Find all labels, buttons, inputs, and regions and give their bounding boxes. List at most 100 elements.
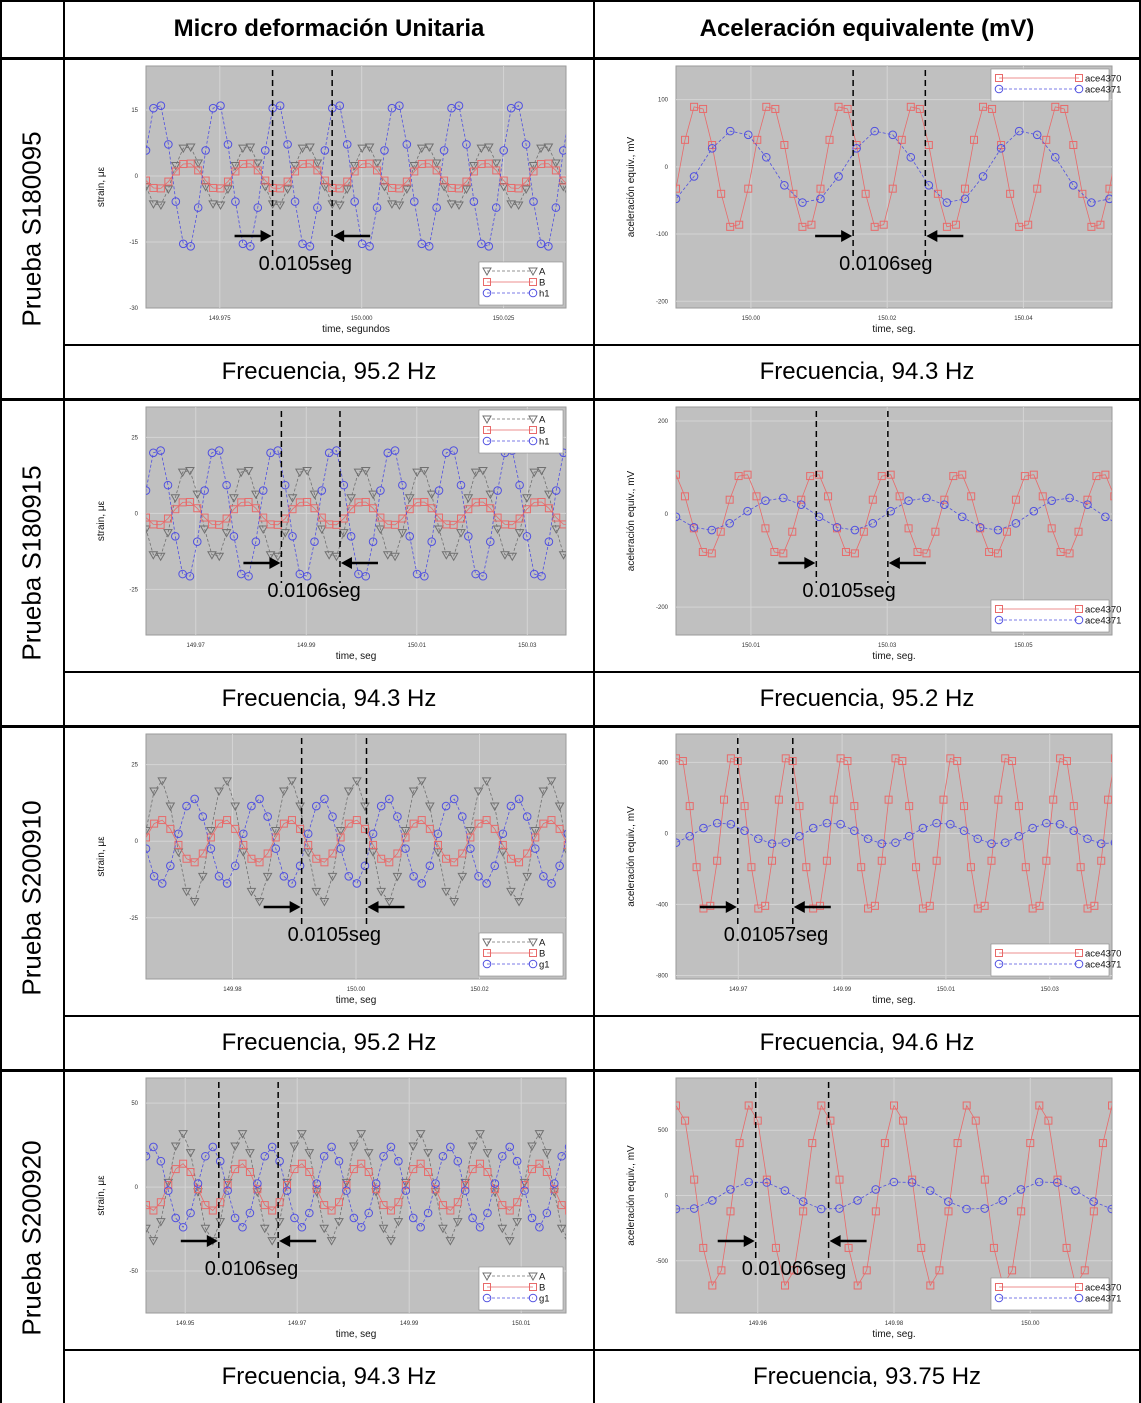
data-point-ace4370: [781, 1281, 789, 1290]
data-point-ace4371: [889, 1177, 899, 1187]
data-point-ace4370: [915, 104, 924, 113]
data-point-B: [376, 513, 385, 522]
data-point-g1: [535, 1222, 544, 1232]
data-point-g1: [468, 1213, 477, 1223]
data-point-A: [254, 898, 265, 907]
data-point-ace4371: [654, 199, 662, 207]
y-tick-label: 0: [665, 1194, 669, 1200]
data-point-g1: [352, 879, 362, 888]
data-point-A: [397, 529, 408, 538]
data-point-ace4371: [996, 144, 1006, 153]
data-point-B: [276, 184, 285, 193]
legend-marker-ace4371: [1074, 84, 1084, 94]
data-point-g1: [163, 1186, 173, 1195]
data-point-ace4370: [816, 184, 825, 193]
data-point-g1: [312, 801, 321, 811]
data-point-B: [369, 840, 378, 849]
data-point-B: [245, 1168, 254, 1177]
data-point-A: [348, 1142, 359, 1151]
data-point-ace4371: [835, 1204, 844, 1213]
data-point-g1: [506, 801, 516, 811]
data-point-A: [460, 1178, 471, 1188]
data-point-B: [458, 849, 467, 858]
data-point-ace4371: [743, 506, 752, 516]
data-point-B: [352, 816, 361, 825]
freq-right-4: Frecuencia, 93.75 Hz: [752, 1363, 982, 1390]
legend-label-h1: h1: [539, 437, 550, 448]
data-point-A: [287, 494, 298, 503]
arrow-right-head: [269, 557, 281, 569]
data-point-ace4370: [949, 472, 958, 481]
data-point-ace4371: [1126, 1205, 1134, 1213]
legend-label-g1: g1: [539, 960, 550, 971]
data-point-A: [229, 494, 239, 503]
data-point-g1: [156, 1156, 166, 1166]
y-tick-label: -50: [129, 1269, 138, 1275]
data-point-h1: [484, 241, 494, 251]
data-point-g1: [364, 1208, 373, 1218]
data-point-ace4370: [808, 1139, 817, 1148]
data-point-A: [185, 467, 195, 476]
data-point-ace4370: [802, 863, 811, 872]
data-point-B: [377, 854, 386, 863]
data-point-B: [231, 167, 240, 176]
data-point-ace4371: [798, 1197, 808, 1206]
data-point-B: [440, 176, 449, 185]
data-point-g1: [297, 1222, 307, 1232]
data-point-ace4370: [1038, 492, 1047, 501]
data-point-A: [297, 1130, 307, 1139]
x-axis-label: time, seg.: [872, 651, 915, 662]
y-tick-label: 0: [135, 511, 139, 517]
data-point-ace4370: [680, 492, 689, 501]
data-point-ace4370: [933, 189, 942, 198]
x-tick-label: 150.01: [937, 987, 956, 993]
data-point-ace4370: [681, 135, 690, 144]
data-point-A: [148, 1237, 159, 1246]
data-point-ace4370: [987, 856, 996, 865]
data-point-B: [432, 166, 441, 175]
data-point-A: [246, 887, 257, 897]
data-point-ace4370: [967, 492, 976, 501]
data-point-B: [393, 849, 402, 858]
data-point-B: [544, 159, 553, 168]
data-point-ace4370: [1062, 757, 1071, 766]
data-point-ace4371: [744, 1177, 753, 1187]
data-point-h1: [365, 241, 374, 251]
data-point-A: [478, 467, 488, 476]
data-point-g1: [282, 1186, 292, 1195]
data-point-h1: [478, 571, 488, 581]
data-point-A: [353, 468, 364, 478]
data-point-B: [247, 854, 256, 863]
data-point-ace4370: [1105, 184, 1112, 193]
x-axis-label: time, seg: [336, 651, 377, 662]
data-point-ace4370: [771, 104, 780, 113]
chart-strain-s200910: 149.98 150.00 150.02 -25 0 25 time, seg strain,…: [96, 733, 567, 1006]
data-point-B: [174, 840, 183, 849]
data-point-B: [567, 521, 574, 528]
data-point-h1: [290, 197, 300, 206]
data-point-ace4370: [935, 1266, 944, 1275]
data-point-g1: [149, 1142, 158, 1152]
data-point-A: [327, 872, 338, 882]
y-tick-label: -25: [129, 916, 138, 922]
data-point-A: [165, 802, 176, 812]
data-point-g1: [360, 861, 370, 871]
data-point-B: [268, 1206, 277, 1215]
series-line-g1: [146, 798, 566, 885]
data-point-B: [313, 166, 322, 175]
data-point-ace4371: [676, 838, 681, 847]
data-point-h1: [551, 486, 561, 495]
data-point-h1: [395, 101, 404, 111]
legend-label-B: B: [539, 949, 545, 960]
arrow-right-head: [841, 230, 853, 242]
x-tick-label: 149.975: [209, 316, 231, 322]
series-line-A: [146, 1132, 566, 1242]
data-point-h1: [521, 140, 531, 149]
data-point-B: [499, 176, 508, 185]
data-point-ace4371: [654, 501, 662, 509]
data-point-ace4371: [816, 1204, 826, 1214]
series-line-h1: [146, 105, 566, 247]
data-point-ace4371: [1124, 173, 1132, 181]
data-point-ace4370: [1053, 1175, 1062, 1184]
data-point-B: [394, 1198, 403, 1207]
